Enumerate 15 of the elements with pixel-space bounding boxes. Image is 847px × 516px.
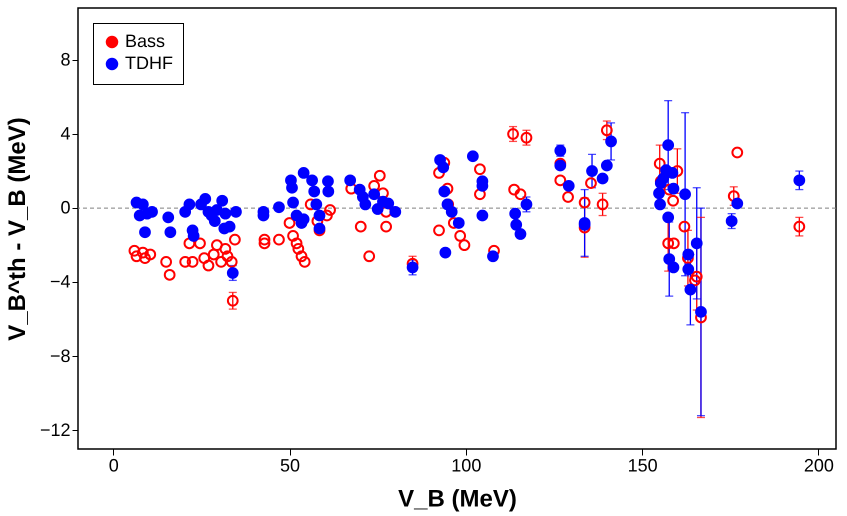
x-tick-label: 100 <box>451 456 482 476</box>
y-tick-label: 4 <box>60 124 70 144</box>
y-tick-label: −4 <box>50 272 70 292</box>
x-tick-label: 150 <box>628 456 658 476</box>
legend-label: Bass <box>125 31 166 51</box>
y-tick-label: −8 <box>50 346 70 366</box>
y-tick-label: 8 <box>60 49 70 70</box>
y-tick-label: −12 <box>40 420 70 440</box>
y-tick-label: 0 <box>60 198 70 218</box>
y-axis-title: V_B^th - V_B (MeV) <box>4 117 31 341</box>
x-tick-label: 200 <box>804 456 834 476</box>
legend-label: TDHF <box>125 53 173 73</box>
x-tick-label: 0 <box>108 456 119 476</box>
x-axis-title: V_B (MeV) <box>398 486 517 512</box>
x-tick-label: 50 <box>280 456 300 476</box>
